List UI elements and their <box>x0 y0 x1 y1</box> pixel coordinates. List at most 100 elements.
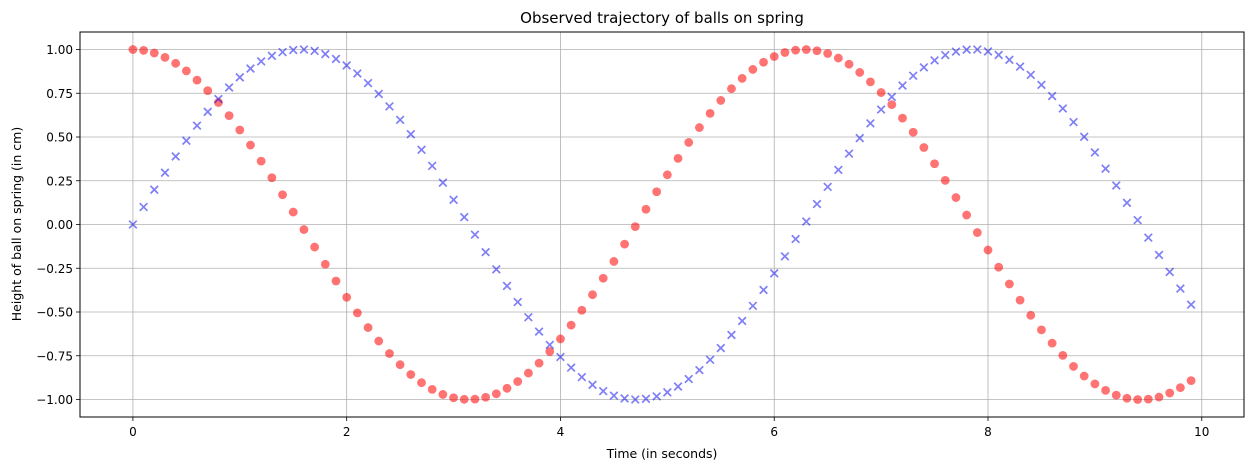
circle-point <box>299 225 309 234</box>
circle-point <box>395 360 405 370</box>
circle-point <box>759 57 768 67</box>
circle-point <box>235 125 245 135</box>
x-marker-point <box>139 202 148 212</box>
x-marker-point <box>395 115 405 125</box>
x-marker-point <box>833 165 843 175</box>
x-marker-point <box>577 372 587 382</box>
circle-point <box>1186 376 1196 385</box>
circle-point <box>385 349 394 358</box>
x-marker-point <box>534 327 544 337</box>
x-marker-point <box>866 118 875 128</box>
circle-point <box>556 334 565 344</box>
circle-point <box>203 86 213 96</box>
circle-point <box>598 273 608 283</box>
circle-point <box>374 336 384 346</box>
x-marker-point <box>662 387 672 397</box>
x-marker-point <box>748 301 758 311</box>
x-marker-point <box>481 247 491 257</box>
circle-point <box>962 210 972 220</box>
x-marker-point <box>288 45 298 55</box>
x-marker-point <box>310 46 320 56</box>
x-marker-point <box>951 47 961 57</box>
circle-point <box>481 392 491 402</box>
x-marker-point <box>427 161 437 171</box>
circle-point <box>716 96 726 105</box>
circle-point <box>331 276 341 286</box>
y-tick-label: −0.50 <box>36 306 73 320</box>
circle-point <box>609 257 619 266</box>
circle-point <box>288 207 298 217</box>
x-tick-label: 8 <box>984 425 992 439</box>
circle-point <box>246 140 255 150</box>
circle-point <box>149 48 159 58</box>
axis-ticks: 0 2 4 6 8 10 −1.00 −0.75 −0.50 −0.25 0.00 0.25 0.50 0… <box>36 43 1209 439</box>
circle-point <box>566 320 576 330</box>
x-marker-point <box>919 62 929 72</box>
circle-point <box>1176 383 1185 392</box>
circle-point <box>417 378 426 388</box>
x-marker-point <box>898 81 907 90</box>
circle-point <box>951 193 961 202</box>
x-marker-point <box>727 330 736 340</box>
circle-point <box>192 75 202 85</box>
x-marker-point <box>1058 104 1068 113</box>
circle-point <box>812 46 822 56</box>
x-marker-point <box>930 55 939 65</box>
x-marker-point <box>908 71 918 81</box>
x-marker-point <box>1047 91 1057 101</box>
circle-point <box>1004 279 1014 289</box>
circle-point <box>844 59 854 69</box>
circle-point <box>695 123 704 132</box>
x-marker-point <box>983 47 993 56</box>
x-marker-point <box>545 340 555 350</box>
y-tick-label: 0.00 <box>46 218 73 232</box>
x-marker-point <box>1015 62 1025 72</box>
circle-point <box>652 187 662 197</box>
x-marker-point <box>299 45 309 54</box>
x-marker-point <box>630 395 640 404</box>
circle-point <box>513 377 523 386</box>
x-marker-point <box>160 168 170 178</box>
circle-point <box>866 77 875 87</box>
x-tick-label: 0 <box>129 425 137 439</box>
x-marker-point <box>673 382 683 391</box>
x-marker-point <box>406 129 416 139</box>
circle-point <box>320 259 330 269</box>
x-marker-point <box>267 51 277 61</box>
x-marker-point <box>652 391 662 401</box>
x-marker-point <box>513 297 523 307</box>
x-marker-point <box>812 199 822 209</box>
circle-point <box>502 383 512 393</box>
x-marker-point <box>278 47 287 57</box>
circle-point <box>1026 310 1036 320</box>
circle-point <box>181 66 191 76</box>
x-marker-point <box>470 230 480 240</box>
y-tick-label: 0.50 <box>46 131 73 145</box>
x-marker-point <box>214 94 223 104</box>
circle-point <box>588 290 597 300</box>
circle-point <box>577 305 587 315</box>
circle-point <box>128 45 138 54</box>
x-marker-point <box>823 182 833 192</box>
x-marker-point <box>171 152 181 161</box>
x-marker-point <box>780 251 790 261</box>
y-tick-label: −0.25 <box>36 262 73 276</box>
circle-point <box>908 127 918 137</box>
x-marker-point <box>374 89 384 99</box>
x-marker-point <box>556 352 565 362</box>
y-tick-label: 0.75 <box>46 87 73 101</box>
circle-point <box>352 308 362 318</box>
circle-point <box>1069 362 1078 371</box>
x-marker-point <box>620 394 629 403</box>
circle-point <box>267 173 277 183</box>
circle-point <box>1122 393 1132 403</box>
circle-point <box>310 242 320 252</box>
x-marker-point <box>502 281 512 291</box>
x-marker-point <box>705 355 715 365</box>
x-tick-label: 10 <box>1194 425 1209 439</box>
circle-point <box>662 170 672 180</box>
circle-point <box>1143 394 1153 404</box>
circle-point <box>470 394 480 404</box>
circle-point <box>1101 386 1110 395</box>
